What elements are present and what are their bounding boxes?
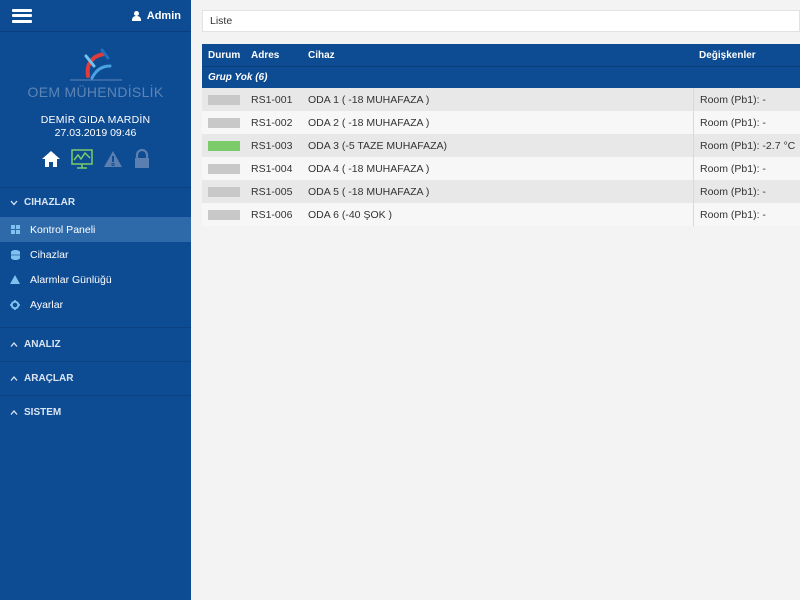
status-indicator [208,163,240,174]
address-cell: RS1-003 [251,139,293,152]
table-row[interactable]: RS1-005 ODA 5 ( -18 MUHAFAZA ) Room (Pb1):… [202,180,800,203]
table-row[interactable]: RS1-004 ODA 4 ( -18 MUHAFAZA ) Room (Pb1):… [202,157,800,180]
variables-cell: Room (Pb1): - [693,88,800,111]
company-name: DEMİR GIDA MARDİN [40,114,151,126]
warning-icon[interactable] [103,150,123,168]
sidebar-item-label: Kontrol Paneli [30,223,96,236]
nav-section-araclar[interactable]: ARAÇLAR [0,361,191,395]
variables-cell: Room (Pb1): - [693,203,800,226]
monitor-chart-icon[interactable] [70,149,93,169]
status-cell [202,117,245,128]
table-body: RS1-001 ODA 1 ( -18 MUHAFAZA ) Room (Pb1):… [202,88,800,226]
variables-cell: Room (Pb1): - [693,180,800,203]
header-adres[interactable]: Adres [251,49,280,61]
home-icon[interactable] [41,150,61,168]
device-cell: ODA 5 ( -18 MUHAFAZA ) [308,185,430,198]
nav-section-sistem[interactable]: SISTEM [0,395,191,429]
nav-section-label: ARAÇLAR [24,373,74,384]
sidebar-item-label: Alarmlar Günlüğü [30,273,112,286]
table-row[interactable]: RS1-002 ODA 2 ( -18 MUHAFAZA ) Room (Pb1):… [202,111,800,134]
sidebar-item-kontrol-paneli[interactable]: Kontrol Paneli [0,217,191,242]
variables-cell: Room (Pb1): - [693,157,800,180]
chevron-up-icon [10,341,18,347]
variables-cell: Room (Pb1): -2.7 °C [693,134,800,157]
status-indicator [208,209,240,220]
status-indicator [208,94,240,105]
device-table: Durum Adres Cihaz Değişkenler Grup Yok (… [202,44,800,226]
sidebar-topbar: Admin [0,0,191,32]
status-cell [202,94,245,105]
chevron-up-icon [10,375,18,381]
warning-icon [10,275,20,285]
nav-section-label: ANALIZ [24,339,61,350]
nav-section-analiz[interactable]: ANALIZ [0,327,191,361]
status-indicator [208,117,240,128]
datetime: 27.03.2019 09:46 [54,127,137,139]
sidebar-item-label: Ayarlar [30,298,64,311]
sidebar-item-label: Cihazlar [30,248,69,261]
brand: OEM MÜHENDİSLİK DEMİR GIDA MARDİN 27.03.… [0,32,191,171]
device-cell: ODA 2 ( -18 MUHAFAZA ) [308,116,430,129]
user-icon [131,10,141,21]
user-menu[interactable]: Admin [131,9,181,22]
status-indicator [208,186,240,197]
header-degiskenler[interactable]: Değişkenler [699,49,756,61]
table-row[interactable]: RS1-001 ODA 1 ( -18 MUHAFAZA ) Room (Pb1):… [202,88,800,111]
address-cell: RS1-005 [251,185,293,198]
device-cell: ODA 6 (-40 ŞOK ) [308,208,393,221]
device-cell: ODA 4 ( -18 MUHAFAZA ) [308,162,430,175]
menu-icon[interactable] [12,8,32,23]
address-cell: RS1-004 [251,162,293,175]
header-cihaz[interactable]: Cihaz [308,49,335,61]
table-row[interactable]: RS1-006 ODA 6 (-40 ŞOK ) Room (Pb1): - [202,203,800,226]
chevron-down-icon [10,200,18,205]
status-cell [202,140,245,151]
address-cell: RS1-001 [251,93,293,106]
status-icons [0,147,191,171]
chevron-up-icon [10,409,18,415]
header-durum[interactable]: Durum [208,49,241,61]
status-cell [202,209,245,220]
sidebar: Admin OEM MÜHENDİSLİK DEMİR GIDA MARDİN … [0,0,191,600]
status-cell [202,163,245,174]
table-row[interactable]: RS1-003 ODA 3 (-5 TAZE MUHAFAZA) Room (Pb1… [202,134,800,157]
sidebar-item-ayarlar[interactable]: Ayarlar [0,292,191,317]
list-filter-input[interactable]: Liste [202,10,800,32]
dashboard-icon [10,225,20,235]
variables-cell: Room (Pb1): - [693,111,800,134]
nav-section-cihazlar[interactable]: CIHAZLAR [0,187,191,217]
company-logo [69,48,122,81]
logo-text: OEM MÜHENDİSLİK [27,84,164,100]
group-row[interactable]: Grup Yok (6) [202,66,800,88]
main-content: Liste Durum Adres Cihaz Değişkenler Grup… [191,0,800,600]
gear-icon [10,299,20,310]
device-cell: ODA 1 ( -18 MUHAFAZA ) [308,93,430,106]
device-cell: ODA 3 (-5 TAZE MUHAFAZA) [308,139,448,152]
table-header: Durum Adres Cihaz Değişkenler [202,44,800,66]
status-indicator [208,140,240,151]
database-icon [10,249,20,260]
sidebar-nav: CIHAZLAR Kontrol Paneli Cihazlar Alarmla… [0,187,191,429]
sidebar-item-alarmlar[interactable]: Alarmlar Günlüğü [0,267,191,292]
sidebar-item-cihazlar[interactable]: Cihazlar [0,242,191,267]
nav-section-label: SISTEM [24,407,62,418]
status-cell [202,186,245,197]
nav-section-label: CIHAZLAR [24,197,76,208]
user-name: Admin [146,9,181,22]
address-cell: RS1-006 [251,208,293,221]
lock-icon[interactable] [133,149,151,169]
address-cell: RS1-002 [251,116,293,129]
